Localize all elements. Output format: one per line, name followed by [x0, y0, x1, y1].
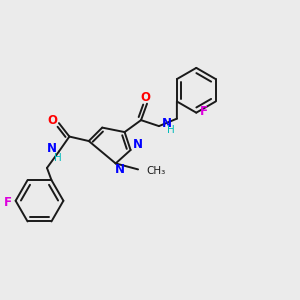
Text: F: F	[200, 105, 208, 118]
Text: N: N	[133, 138, 143, 151]
Text: O: O	[47, 114, 57, 127]
Text: O: O	[140, 91, 151, 104]
Text: H: H	[167, 125, 175, 135]
Text: N: N	[161, 117, 171, 130]
Text: CH₃: CH₃	[146, 166, 166, 176]
Text: N: N	[115, 163, 125, 176]
Text: F: F	[4, 196, 12, 209]
Text: N: N	[46, 142, 56, 155]
Text: H: H	[55, 153, 62, 163]
